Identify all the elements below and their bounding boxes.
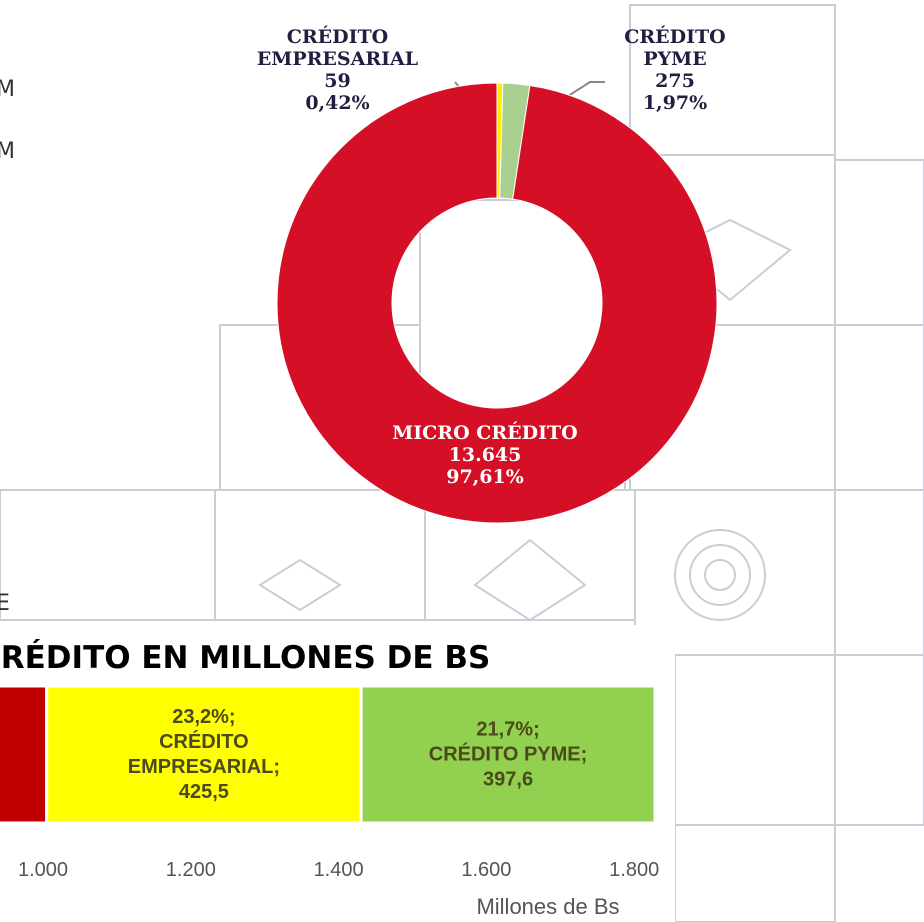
slice-percent: 1,97% [610, 92, 740, 114]
x-tick-label: 1.600 [461, 859, 511, 881]
segment-percent: 21,7%; [476, 717, 539, 742]
chart-title: CRÉDITO EN MILLONES DE BS [0, 640, 490, 676]
x-tick-label: 1.200 [166, 859, 216, 881]
slice-category: CRÉDITO EMPRESARIAL [250, 26, 425, 70]
slice-value: 13.645 [360, 444, 610, 466]
slice-value: 59 [250, 70, 425, 92]
segment-percent: 23,2%; [172, 705, 235, 730]
slice-category: MICRO CRÉDITO [360, 422, 610, 444]
slice-value: 275 [610, 70, 740, 92]
segment-name: CRÉDITO EMPRESARIAL; [128, 730, 280, 780]
cropped-text: M [0, 139, 15, 164]
segment-value: 397,6 [483, 767, 533, 792]
x-tick-label: 1.400 [314, 859, 364, 881]
cropped-text: E [0, 591, 10, 616]
x-tick-label: 1.800 [609, 859, 659, 881]
segment-label: 21,7%;CRÉDITO PYME;397,6 [378, 717, 638, 792]
segment-name: CRÉDITO PYME; [429, 742, 588, 767]
segment-value: 425,5 [179, 780, 229, 805]
x-axis-title: Millones de Bs [476, 894, 619, 919]
slice-percent: 0,42% [250, 92, 425, 114]
cropped-text: M [0, 77, 15, 102]
segment-label: 23,2%;CRÉDITO EMPRESARIAL;425,5 [129, 705, 279, 805]
slice-percent: 97,61% [360, 466, 610, 488]
slice-category: CRÉDITO PYME [610, 26, 740, 70]
screenshot: CRÉDITO EN MILLONES DE BS 1.000 1.200 1.400… [0, 0, 924, 922]
bar-segment [0, 686, 47, 823]
x-tick-label: 1.000 [18, 859, 68, 881]
